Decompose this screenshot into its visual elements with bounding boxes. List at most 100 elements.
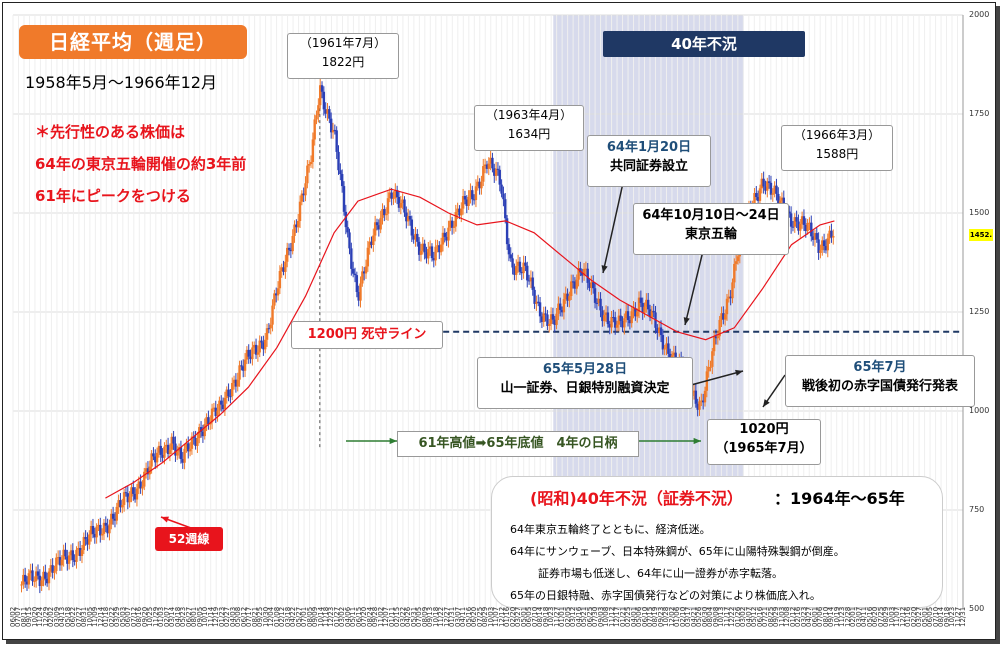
- candle-body: [390, 192, 393, 199]
- candle-body: [725, 298, 729, 315]
- y-tick-label: 1750: [969, 109, 990, 118]
- candle-body: [709, 366, 712, 368]
- candle-body: [626, 311, 630, 321]
- candle-body: [623, 318, 626, 328]
- event-2-date: 64年10月10日～24日: [642, 208, 780, 223]
- candle-body: [410, 219, 414, 236]
- candle-body: [331, 129, 335, 133]
- candle-body: [372, 235, 375, 246]
- candle-body: [610, 317, 613, 328]
- candle-body: [570, 281, 573, 297]
- candle-body: [340, 174, 344, 187]
- candle-body: [476, 181, 479, 187]
- candle-body: [214, 407, 217, 417]
- event-2-arrow-head: [683, 317, 690, 325]
- candle-body: [22, 574, 25, 585]
- candle-body: [707, 367, 710, 372]
- candle-body: [64, 549, 67, 557]
- candle-body: [275, 293, 278, 296]
- candle-body: [412, 235, 415, 240]
- candle-body: [778, 200, 782, 206]
- candle-body: [606, 312, 610, 325]
- candle-body: [377, 225, 381, 230]
- candle-body: [381, 209, 384, 218]
- candle-body: [296, 221, 300, 228]
- candle-body: [247, 349, 250, 357]
- candle-body: [802, 216, 806, 225]
- candle-body: [639, 297, 643, 303]
- peak-1963-date: （1963年4月）: [485, 108, 573, 122]
- peak-1961-date: （1961年7月）: [299, 36, 387, 50]
- candle-body: [221, 404, 225, 410]
- candle-body: [253, 344, 256, 348]
- candle-body: [91, 525, 95, 534]
- candle-body: [223, 397, 227, 410]
- candle-body: [194, 437, 197, 446]
- candle-body: [665, 343, 668, 349]
- candle-body: [461, 196, 465, 209]
- low-date: （1965年7月）: [715, 441, 813, 456]
- candle-body: [584, 268, 588, 270]
- event-1-date: 64年1月20日: [606, 140, 692, 155]
- candle-body: [729, 296, 732, 299]
- candle-body: [392, 198, 395, 200]
- candle-body: [368, 241, 371, 248]
- info-line-1: 64年東京五輪終了とともに、経済低迷。: [510, 523, 711, 536]
- candle-body: [595, 302, 599, 304]
- candle-body: [119, 500, 122, 508]
- candle-body: [590, 282, 593, 288]
- event-3-arrow: [690, 370, 744, 386]
- candle-body: [773, 185, 776, 194]
- candle-body: [452, 226, 456, 228]
- chart-frame: 日経平均（週足） 1958年5月～1966年12月 ＊先行性のある株価は 64年…: [2, 2, 996, 640]
- event-1-callout: 64年1月20日 共同証券設立: [587, 135, 711, 187]
- candle-body: [722, 313, 725, 320]
- candle-body: [733, 263, 736, 283]
- candle-body: [511, 258, 514, 268]
- candle-body: [320, 85, 324, 92]
- candle-body: [544, 313, 547, 315]
- candle-body: [317, 105, 320, 116]
- candle-body: [542, 313, 545, 322]
- candle-body: [139, 481, 142, 489]
- candle-body: [478, 181, 481, 189]
- candle-body: [254, 344, 258, 355]
- candle-body: [577, 268, 580, 280]
- candle-body: [513, 267, 516, 275]
- candle-body: [485, 164, 489, 169]
- candle-body: [419, 250, 423, 255]
- candle-body: [298, 201, 302, 222]
- span-label: 61年高値➡65年底値 4年の日柄: [397, 431, 639, 457]
- candle-body: [179, 447, 183, 460]
- candle-body: [771, 193, 774, 195]
- candle-body: [498, 169, 501, 185]
- candle-body: [428, 246, 432, 250]
- candle-body: [579, 268, 582, 273]
- candle-body: [40, 580, 43, 587]
- candle-body: [49, 565, 53, 572]
- candle-body: [82, 536, 86, 551]
- candle-body: [463, 196, 467, 200]
- candle-body: [99, 524, 102, 536]
- candle-body: [84, 536, 87, 540]
- candle-body: [458, 208, 461, 216]
- candle-body: [799, 223, 802, 231]
- candle-body: [25, 581, 29, 585]
- candle-body: [280, 267, 283, 271]
- candle-body: [756, 196, 760, 201]
- y-tick-label: 2000: [969, 10, 990, 19]
- candle-body: [284, 261, 287, 272]
- candle-body: [582, 268, 586, 276]
- ma-label: 52週線: [155, 527, 223, 551]
- candle-body: [635, 311, 639, 317]
- candle-body: [383, 209, 386, 216]
- candle-body: [716, 336, 720, 339]
- candle-body: [146, 468, 150, 475]
- candle-body: [430, 246, 434, 259]
- candle-body: [734, 261, 738, 264]
- candle-body: [144, 468, 148, 472]
- candle-body: [132, 487, 135, 494]
- candle-body: [817, 239, 820, 253]
- candle-body: [122, 492, 126, 505]
- candle-body: [311, 139, 315, 162]
